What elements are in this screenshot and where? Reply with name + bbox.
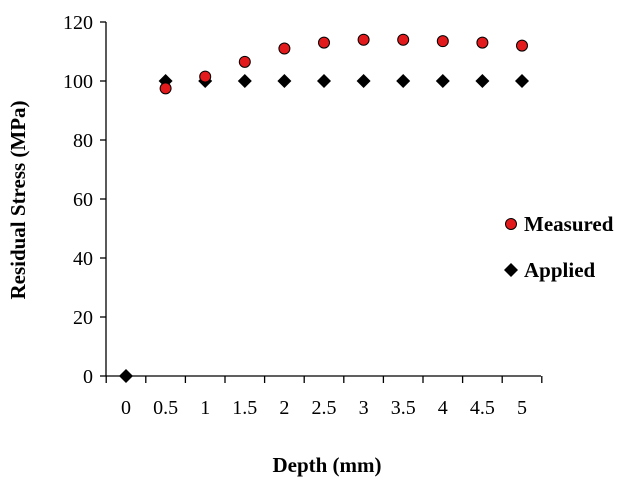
x-tick-label: 4 [438,397,448,419]
measured-point [357,33,370,46]
x-tick-label: 0.5 [153,397,178,419]
legend-measured-marker [505,218,517,230]
legend-applied-label: Applied [524,258,596,282]
measured-point [436,35,449,48]
measured-point [238,55,251,68]
applied-point [435,74,450,88]
applied-point [277,74,292,88]
y-tick-label: 0 [83,366,93,388]
measured-point [278,42,291,55]
applied-point [237,74,252,88]
y-tick-label: 80 [73,130,93,152]
applied-point [396,74,411,88]
y-tick-label: 40 [73,248,93,270]
applied-point [119,369,133,383]
measured-point [516,39,528,52]
y-tick-label: 100 [63,71,93,93]
measured-point [199,70,212,83]
y-tick-label: 120 [63,12,93,34]
data-points [119,33,529,383]
applied-point [515,74,529,88]
x-tick-label: 1 [200,397,210,419]
y-axis: 0 20 40 60 80 100 120 [63,12,107,388]
x-tick-label: 3.5 [391,397,416,419]
applied-point [356,74,371,88]
x-tick-label: 1.5 [232,397,257,419]
measured-point [397,33,410,46]
y-tick-label: 60 [73,189,93,211]
x-tick-label: 2 [279,397,289,419]
measured-point [159,82,172,95]
measured-point [476,36,489,49]
x-tick-label: 5 [517,397,527,419]
y-axis-title: Residual Stress (MPa) [6,100,30,299]
y-tick-label: 20 [73,307,93,329]
legend-applied-marker [504,263,518,277]
x-axis: 0 0.5 1 1.5 2 2.5 3 3.5 4 4.5 5 [105,375,543,419]
x-tick-label: 4.5 [470,397,495,419]
legend: Measured Applied [504,212,614,282]
x-tick-label: 2.5 [312,397,337,419]
applied-point [475,74,490,88]
measured-point [318,36,330,49]
x-axis-title: Depth (mm) [272,453,381,477]
x-tick-label: 0 [121,397,131,419]
legend-measured-label: Measured [524,212,614,236]
applied-point [317,74,331,88]
x-tick-label: 3 [359,397,369,419]
